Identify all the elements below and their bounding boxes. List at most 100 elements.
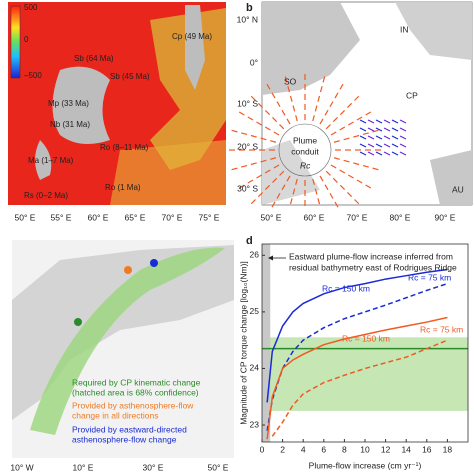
flow-arrow: [334, 92, 339, 99]
series-label: Rc = 75 km: [408, 272, 451, 282]
series-line: [266, 268, 448, 403]
x-tick-label: 0: [260, 444, 265, 454]
x-tick-label: 55° E: [51, 212, 72, 222]
flow-arrow: [333, 140, 340, 143]
flow-arrow: [325, 170, 331, 176]
flow-arrow: [365, 111, 372, 116]
x-tick-label: 4: [301, 444, 306, 454]
flow-arrow: [264, 126, 271, 131]
orange-point: [124, 266, 132, 274]
flow-arrow: [375, 151, 383, 156]
flow-arrow: [272, 177, 278, 183]
conduit-circle: [278, 123, 332, 177]
flow-arrow: [365, 184, 372, 189]
flow-arrow: [264, 109, 271, 116]
x-tick-label: 10: [360, 444, 370, 454]
series-label: Rc = 150 km: [322, 283, 370, 293]
y-tick-label: 10° S: [237, 98, 258, 108]
place-label: Rs (0–2 Ma): [24, 191, 68, 200]
legend-text: asthenosphere-flow change: [72, 434, 177, 444]
flow-arrow: [329, 101, 334, 107]
flow-arrow: [257, 192, 263, 198]
flow-arrow: [292, 188, 296, 195]
flow-arrow: [391, 127, 399, 132]
flow-arrow: [325, 124, 331, 130]
conduit-label: conduit: [291, 146, 319, 156]
flow-arrow: [256, 121, 262, 126]
flow-arrow: [256, 174, 262, 179]
land: [430, 150, 472, 205]
flow-arrow: [292, 105, 296, 112]
flow-arrow: [391, 143, 399, 148]
flow-arrow: [372, 129, 379, 133]
flow-arrow: [383, 151, 391, 156]
legend-text: change in all directions: [72, 410, 158, 420]
flow-arrow: [314, 105, 318, 112]
texts: 500 0 –500 50° E 55° E 60° E 65° E 70° E 75° E Cp…: [10, 2, 463, 472]
flow-arrow: [354, 95, 360, 101]
flow-arrow: [375, 127, 383, 132]
y-tick-label: 26: [250, 250, 260, 260]
x-tick-label: 50° E: [261, 212, 282, 222]
flow-arrow: [286, 175, 291, 182]
flow-arrow: [347, 192, 353, 198]
flow-arrow: [250, 134, 257, 138]
flow-arrows: [229, 74, 407, 208]
flow-arrow: [287, 86, 291, 93]
land: [185, 5, 205, 90]
land: [52, 66, 110, 144]
series-line: [266, 316, 448, 440]
flow-arrow: [339, 83, 344, 90]
x-tick-label: 12: [381, 444, 391, 454]
flow-arrow: [279, 170, 285, 176]
flow-arrow: [391, 119, 399, 124]
flow-arrow: [281, 184, 286, 191]
blue-point: [150, 259, 158, 267]
flow-arrow: [260, 159, 267, 163]
place-label: Nb (31 Ma): [50, 120, 90, 129]
flow-arrow: [324, 184, 329, 191]
legend-text: (hatched area is 68% confidence): [72, 387, 199, 397]
flow-arrow: [247, 179, 254, 184]
flow-arrow: [312, 178, 315, 185]
panel-c-map: [12, 240, 234, 458]
region-label: CP: [406, 90, 418, 100]
y-tick-label: 23: [250, 419, 260, 429]
flow-arrow: [330, 164, 337, 169]
y-axis-label: Magnitude of CP torque change [log₁₀(Nm)…: [238, 261, 248, 425]
panel-b-map: [229, 1, 473, 208]
place-label: Cp (49 Ma): [172, 32, 212, 41]
x-tick-label: 6: [321, 444, 326, 454]
flow-arrow: [319, 175, 324, 182]
y-tick-label: 0°: [250, 57, 258, 67]
x-tick-label: 50° E: [208, 462, 229, 472]
land: [12, 245, 234, 420]
flow-arrow: [276, 101, 281, 107]
required-band: [262, 337, 468, 411]
flow-arrow: [272, 117, 278, 123]
green-point: [74, 318, 82, 326]
flow-arrow: [332, 117, 338, 123]
flow-arrow: [367, 143, 375, 148]
y-tick-label: 24: [250, 363, 260, 373]
flow-arrow: [367, 151, 375, 156]
flow-arrow: [231, 167, 238, 171]
x-tick-label: 2: [280, 444, 285, 454]
x-tick-label: 8: [342, 444, 347, 454]
panel-letter: d: [246, 235, 253, 247]
flow-arrow: [348, 174, 354, 179]
flow-arrow: [238, 111, 245, 116]
anomaly-area: [110, 140, 226, 205]
flow-arrow: [372, 167, 379, 171]
flow-arrow: [257, 102, 263, 108]
flow-arrow: [270, 157, 277, 160]
flow-arrow: [399, 135, 407, 140]
panel-a-map: [8, 2, 226, 205]
x-tick-label: 90° E: [435, 212, 456, 222]
flow-arrow: [231, 129, 238, 133]
flow-arrow: [260, 137, 267, 141]
flow-arrow: [319, 86, 323, 93]
x-tick-label: 50° E: [15, 212, 36, 222]
flow-arrow: [314, 188, 318, 195]
flow-arrow: [271, 92, 276, 99]
